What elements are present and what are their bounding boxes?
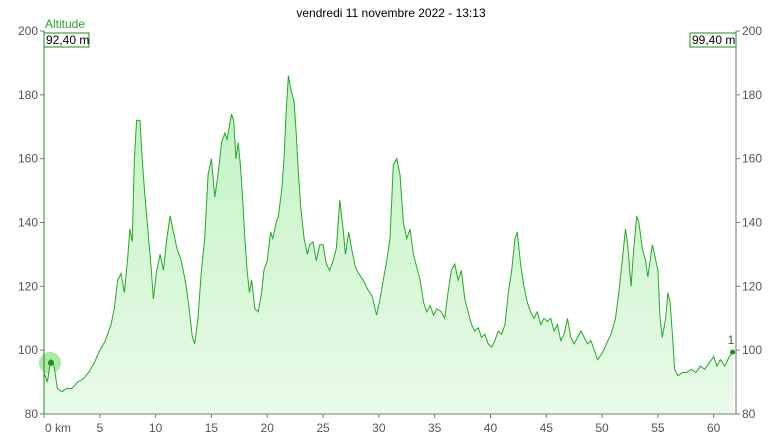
- y-tick-label-right: 200: [742, 24, 762, 38]
- start-value-box: 92,40 m: [43, 32, 90, 48]
- svg-text:92,40 m: 92,40 m: [46, 33, 89, 47]
- plot-area: 1: [39, 75, 736, 414]
- y-tick-label-right: 160: [742, 152, 762, 166]
- y-tick-label-right: 100: [742, 343, 762, 357]
- altitude-line: [43, 75, 734, 393]
- svg-text:99,40 m: 99,40 m: [692, 33, 735, 47]
- x-tick-label: 10: [149, 421, 163, 435]
- y-tick-label-right: 80: [742, 407, 756, 421]
- end-marker-label: 1: [728, 333, 735, 347]
- end-value-box: 99,40 m: [689, 32, 737, 48]
- start-point: [48, 359, 54, 366]
- y-tick-label-right: 120: [742, 279, 762, 293]
- altitude-area: [44, 75, 733, 414]
- x-tick-label: 60: [707, 421, 721, 435]
- series-label: Altitude: [45, 17, 85, 31]
- y-tick-label-left: 140: [18, 216, 38, 230]
- x-tick-label: 25: [316, 421, 330, 435]
- y-tick-label-left: 180: [18, 88, 38, 102]
- x-tick-label: 55: [651, 421, 665, 435]
- x-tick-label: 5: [96, 421, 103, 435]
- chart-title: vendredi 11 novembre 2022 - 13:13: [296, 6, 486, 20]
- y-tick-label-right: 140: [742, 216, 762, 230]
- x-tick-label: 50: [595, 421, 609, 435]
- x-tick-label: 20: [261, 421, 275, 435]
- y-tick-label-left: 80: [25, 407, 39, 421]
- x-tick-label: 0 km: [45, 421, 71, 435]
- y-tick-label-left: 200: [18, 24, 38, 38]
- x-tick-label: 15: [205, 421, 219, 435]
- y-tick-label-left: 100: [18, 343, 38, 357]
- y-tick-label-left: 120: [18, 279, 38, 293]
- y-tick-label-right: 180: [742, 88, 762, 102]
- y-tick-label-left: 160: [18, 152, 38, 166]
- x-tick-label: 40: [484, 421, 498, 435]
- x-tick-label: 30: [372, 421, 386, 435]
- end-point: [730, 349, 736, 355]
- x-tick-label: 45: [540, 421, 554, 435]
- x-tick-label: 35: [428, 421, 442, 435]
